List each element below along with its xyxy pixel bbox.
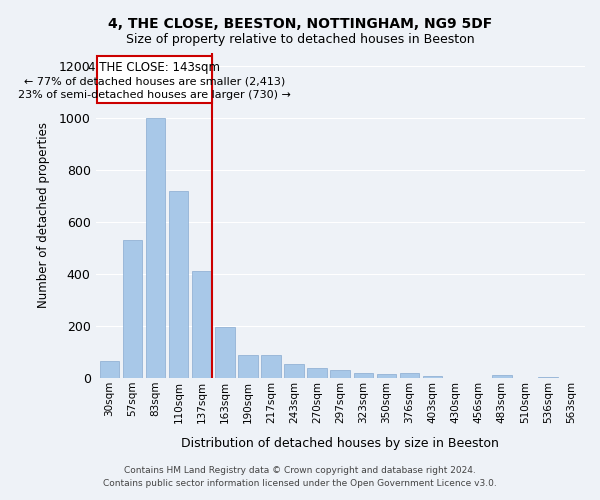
Text: 4, THE CLOSE, BEESTON, NOTTINGHAM, NG9 5DF: 4, THE CLOSE, BEESTON, NOTTINGHAM, NG9 5… <box>108 18 492 32</box>
Bar <box>400 373 419 378</box>
Bar <box>331 370 350 378</box>
Bar <box>307 368 327 378</box>
Text: ← 77% of detached houses are smaller (2,413): ← 77% of detached houses are smaller (2,… <box>24 76 285 86</box>
Text: 4 THE CLOSE: 143sqm: 4 THE CLOSE: 143sqm <box>88 61 220 74</box>
X-axis label: Distribution of detached houses by size in Beeston: Distribution of detached houses by size … <box>181 437 499 450</box>
Bar <box>215 327 235 378</box>
Bar <box>261 356 281 378</box>
FancyBboxPatch shape <box>97 56 212 102</box>
Bar <box>284 364 304 378</box>
Text: Size of property relative to detached houses in Beeston: Size of property relative to detached ho… <box>125 32 475 46</box>
Bar <box>423 376 442 378</box>
Text: 23% of semi-detached houses are larger (730) →: 23% of semi-detached houses are larger (… <box>18 90 291 100</box>
Bar <box>492 375 512 378</box>
Bar <box>377 374 396 378</box>
Bar <box>192 272 212 378</box>
Bar <box>100 362 119 378</box>
Bar <box>238 355 258 378</box>
Bar <box>122 240 142 378</box>
Bar <box>538 377 558 378</box>
Bar <box>169 190 188 378</box>
Bar <box>353 373 373 378</box>
Text: Contains HM Land Registry data © Crown copyright and database right 2024.
Contai: Contains HM Land Registry data © Crown c… <box>103 466 497 487</box>
Bar <box>146 118 166 378</box>
Y-axis label: Number of detached properties: Number of detached properties <box>37 122 50 308</box>
